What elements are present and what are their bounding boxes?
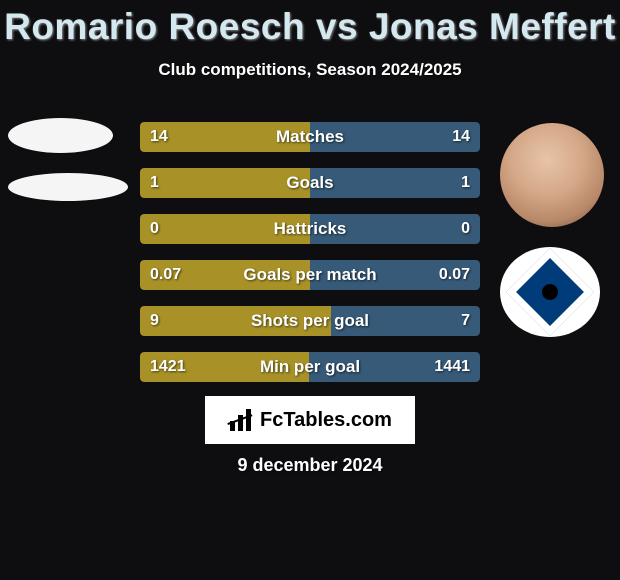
stat-label: Min per goal — [140, 352, 480, 382]
stats-table: 14 Matches 14 1 Goals 1 0 Hattricks 0 0.… — [140, 122, 480, 398]
right-player-avatar — [500, 123, 604, 227]
stat-label: Goals — [140, 168, 480, 198]
stat-row: 1421 Min per goal 1441 — [140, 352, 480, 382]
left-club-badge-placeholder — [8, 173, 128, 201]
branding-badge: FcTables.com — [205, 396, 415, 444]
stat-label: Matches — [140, 122, 480, 152]
right-club-badge — [500, 247, 600, 337]
stat-label: Shots per goal — [140, 306, 480, 336]
brand-text: FcTables.com — [260, 409, 392, 432]
stat-value-right: 7 — [461, 306, 470, 336]
stat-value-right: 1441 — [434, 352, 470, 382]
stat-row: 1 Goals 1 — [140, 168, 480, 198]
right-player-column — [500, 123, 610, 337]
stat-value-right: 1 — [461, 168, 470, 198]
left-player-avatar-placeholder — [8, 118, 113, 153]
stat-row: 0.07 Goals per match 0.07 — [140, 260, 480, 290]
stat-label: Hattricks — [140, 214, 480, 244]
left-player-column — [8, 118, 128, 221]
fctables-logo-icon — [228, 409, 254, 431]
stat-label: Goals per match — [140, 260, 480, 290]
page-title: Romario Roesch vs Jonas Meffert — [0, 0, 620, 48]
stat-value-right: 0 — [461, 214, 470, 244]
stat-row: 9 Shots per goal 7 — [140, 306, 480, 336]
comparison-infographic: Romario Roesch vs Jonas Meffert Club com… — [0, 0, 620, 580]
stat-row: 14 Matches 14 — [140, 122, 480, 152]
hsv-logo-icon — [506, 248, 594, 336]
stat-value-right: 0.07 — [439, 260, 470, 290]
stat-value-right: 14 — [452, 122, 470, 152]
stat-row: 0 Hattricks 0 — [140, 214, 480, 244]
date-label: 9 december 2024 — [0, 455, 620, 476]
subtitle: Club competitions, Season 2024/2025 — [0, 60, 620, 80]
